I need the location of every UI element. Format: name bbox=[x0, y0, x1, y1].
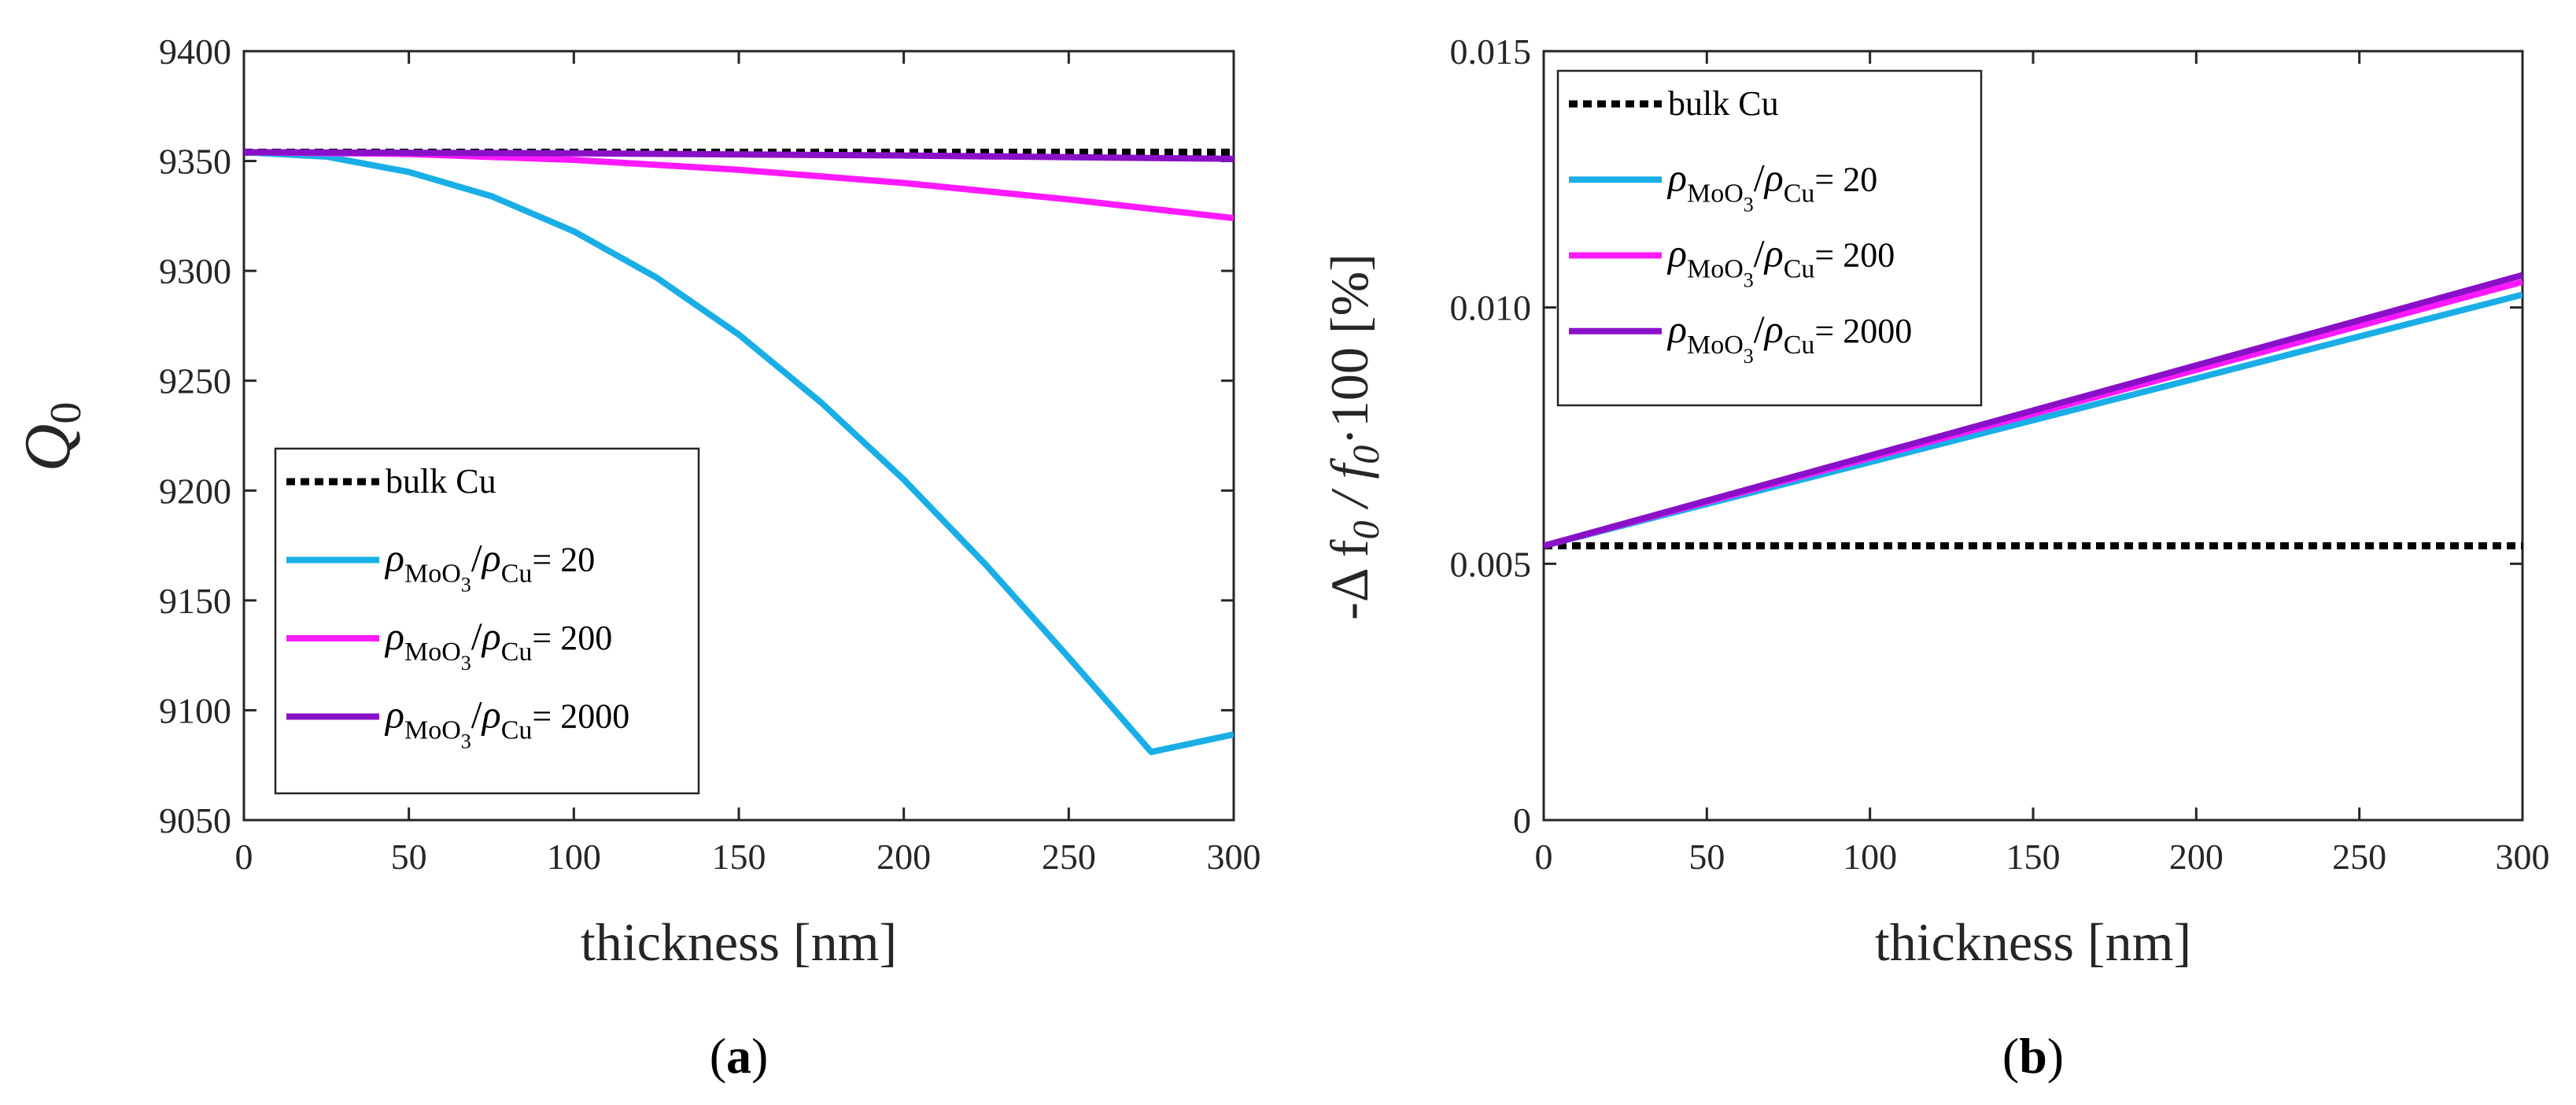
x-tick-label: 100 bbox=[547, 837, 601, 877]
y-tick-label: 9250 bbox=[159, 361, 231, 401]
series-line-rho2000 bbox=[1544, 272, 2522, 549]
x-tick-label: 250 bbox=[2332, 837, 2386, 877]
y-tick-label: 0.005 bbox=[1450, 544, 1532, 584]
chart-a: 0 50 100 150 200 250 300 9050 9100 9150 9200 9250 93… bbox=[11, 31, 1261, 1084]
series-line-rho2000 bbox=[244, 149, 1234, 162]
legend-entry: ρMoO3/ρCu= 2000 bbox=[1666, 307, 1912, 368]
x-tick-label: 50 bbox=[1688, 837, 1725, 877]
legend-entry: ρMoO3/ρCu= 2000 bbox=[384, 693, 629, 753]
legend-entry: ρMoO3/ρCu= 200 bbox=[1666, 231, 1895, 292]
x-tick-label: 200 bbox=[877, 837, 931, 877]
x-tick-label: 300 bbox=[1207, 837, 1261, 877]
legend-entry: bulk Cu bbox=[1668, 84, 1779, 123]
legend-entry: ρMoO3/ρCu= 200 bbox=[384, 614, 612, 674]
y-tick-label: 0.010 bbox=[1450, 288, 1532, 328]
x-axis-label: thickness [nm] bbox=[1875, 912, 2191, 972]
y-tick-label: 9300 bbox=[159, 251, 231, 291]
y-tick-label: 9050 bbox=[159, 800, 231, 841]
y-tick-label: 9150 bbox=[159, 581, 231, 621]
x-tick-label: 50 bbox=[391, 837, 427, 877]
legend: bulk Cu ρMoO3/ρCu= 20 ρMoO3/ρCu= 200 ρMoO3/… bbox=[274, 447, 700, 795]
series-group bbox=[244, 148, 1234, 756]
y-tick-label: 9100 bbox=[159, 690, 231, 730]
x-tick-label: 300 bbox=[2496, 837, 2550, 877]
y-tick-label: 0.015 bbox=[1450, 31, 1532, 72]
x-axis-label: thickness [nm] bbox=[581, 912, 897, 972]
y-axis-label: Q0 bbox=[11, 402, 90, 472]
x-tick-label: 150 bbox=[712, 837, 766, 877]
x-tick-label: 150 bbox=[2006, 837, 2061, 877]
series-line-rho20 bbox=[244, 149, 1234, 756]
y-tick-label: 9400 bbox=[159, 31, 231, 72]
y-tick-label: 0 bbox=[1513, 800, 1531, 841]
x-tick-label: 0 bbox=[235, 837, 253, 877]
legend: bulk Cu ρMoO3/ρCu= 20 ρMoO3/ρCu= 200 ρMoO3/… bbox=[1556, 69, 1983, 407]
legend-entry: ρMoO3/ρCu= 20 bbox=[384, 536, 595, 597]
y-tick-label: 9200 bbox=[159, 471, 231, 511]
panel-caption: (b) bbox=[2002, 1028, 2064, 1084]
legend-box bbox=[1556, 69, 1983, 407]
panel-caption: (a) bbox=[710, 1028, 769, 1084]
y-axis-label: -Δ f0 / f0·100 [%] bbox=[1319, 253, 1387, 620]
x-tick-label: 100 bbox=[1843, 837, 1897, 877]
legend-box bbox=[274, 447, 700, 795]
chart-b: 0 50 100 150 200 250 300 0 0.005 0.010 0.015 thickn… bbox=[1319, 31, 2550, 1084]
y-tick-label: 9350 bbox=[159, 142, 231, 182]
x-tick-label: 0 bbox=[1535, 837, 1553, 877]
series-group bbox=[1544, 272, 2522, 550]
legend-entry: bulk Cu bbox=[386, 462, 496, 501]
legend-entry: ρMoO3/ρCu= 20 bbox=[1666, 155, 1877, 216]
x-tick-label: 200 bbox=[2169, 837, 2224, 877]
x-tick-label: 250 bbox=[1042, 837, 1096, 877]
